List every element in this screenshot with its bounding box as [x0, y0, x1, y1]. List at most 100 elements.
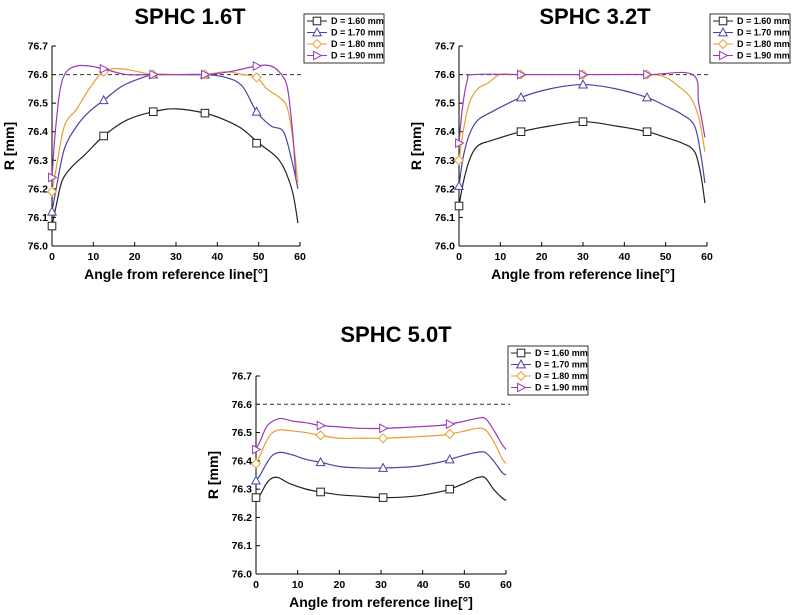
data-point-marker: [98, 94, 109, 105]
x-tick-label: 50: [253, 251, 265, 263]
data-point-marker: [251, 493, 261, 502]
data-point-marker: [454, 201, 464, 211]
y-tick-label: 76.7: [232, 371, 253, 383]
x-tick-label: 0: [253, 579, 259, 591]
y-tick-label: 76.3: [435, 155, 456, 167]
legend-marker: [311, 27, 323, 37]
series-line-3: [255, 427, 507, 465]
data-point-marker: [46, 186, 58, 197]
y-tick-label: 76.6: [435, 69, 456, 81]
x-tick-label: 20: [333, 579, 345, 591]
data-point-marker: [453, 155, 465, 166]
data-point-marker: [250, 475, 262, 485]
data-point-marker: [455, 138, 465, 149]
legend-marker: [515, 359, 527, 369]
legend: D = 1.60 mm D = 1.70 mmD = 1.80 mm D = 1.9…: [507, 345, 589, 396]
data-point-marker: [252, 138, 261, 148]
data-point-marker: [316, 420, 327, 431]
data-point-marker: [315, 430, 326, 441]
data-point-marker: [579, 69, 589, 80]
series-line-1: [458, 121, 706, 207]
legend-label: D = 1.70 mm: [331, 28, 384, 38]
x-tick-label: 0: [49, 251, 55, 263]
x-tick-label: 60: [294, 251, 306, 263]
chart-title: SPHC 5.0T: [340, 322, 452, 347]
y-tick-label: 76.2: [232, 512, 253, 524]
legend-label: D = 1.60 mm: [737, 16, 790, 26]
chart-title: SPHC 1.6T: [134, 4, 246, 29]
data-point-marker: [201, 69, 211, 80]
x-tick-label: 40: [618, 251, 630, 263]
legend-marker: [718, 16, 728, 26]
y-tick-label: 76.5: [232, 427, 253, 439]
x-tick-label: 60: [701, 251, 713, 263]
data-point-marker: [642, 127, 652, 137]
y-tick-label: 76.3: [28, 155, 49, 167]
data-point-marker: [377, 433, 389, 444]
legend-label: D = 1.90 mm: [331, 51, 384, 61]
data-point-marker: [251, 72, 262, 83]
x-axis-label: Angle from reference line[°]: [289, 594, 473, 610]
chart-panel-2: SPHC 3.2T 76.0 76.1 76.2 76.3 76.4 76.5 76.6 76.…: [408, 4, 791, 282]
x-axis-label: Angle from reference line[°]: [84, 266, 268, 282]
y-tick-label: 76.2: [435, 183, 456, 195]
legend-label: D = 1.80 mm: [535, 371, 588, 381]
y-tick-label: 76.4: [28, 126, 49, 138]
data-point-marker: [46, 206, 58, 216]
legend-marker: [313, 50, 323, 61]
data-point-marker: [99, 63, 110, 74]
x-axis-label: Angle from reference line[°]: [491, 266, 675, 282]
y-tick-label: 76.4: [435, 126, 456, 138]
y-tick-label: 76.5: [435, 98, 456, 110]
legend-label: D = 1.80 mm: [331, 39, 384, 49]
legend-marker: [719, 50, 729, 61]
data-point-marker: [99, 131, 108, 141]
data-point-marker: [252, 444, 262, 455]
y-axis-label: R [mm]: [1, 122, 17, 170]
data-point-marker: [200, 108, 210, 118]
data-point-marker: [149, 69, 159, 80]
y-tick-label: 76.3: [232, 484, 253, 496]
chart-panel-1: SPHC 1.6T 76.0 76.1 76.2 76.3 76.4 76.5 76.6 76.…: [1, 4, 385, 282]
x-tick-label: 50: [660, 251, 672, 263]
y-axis-label: R [mm]: [205, 451, 221, 499]
y-tick-label: 76.4: [232, 455, 253, 467]
chart-title: SPHC 3.2T: [539, 4, 651, 29]
data-point-marker: [316, 487, 325, 497]
y-tick-label: 76.7: [28, 41, 49, 53]
x-tick-label: 40: [211, 251, 223, 263]
chart-panel-3: SPHC 5.0T 76.0 76.1 76.2 76.3 76.4 76.5 76.6 76.…: [205, 322, 589, 610]
series-line-1: [51, 108, 299, 227]
series-line-4: [458, 71, 706, 144]
y-tick-label: 76.0: [435, 241, 456, 253]
x-tick-label: 60: [500, 579, 512, 591]
x-tick-label: 30: [577, 251, 589, 263]
legend-marker: [517, 382, 527, 393]
data-point-marker: [251, 106, 262, 116]
x-tick-label: 30: [170, 251, 182, 263]
y-tick-label: 76.6: [28, 69, 49, 81]
data-point-marker: [250, 458, 262, 469]
legend-label: D = 1.80 mm: [737, 39, 790, 49]
series-line-3: [51, 68, 299, 192]
legend-marker: [311, 38, 323, 50]
legend-marker: [717, 27, 729, 37]
data-point-marker: [315, 456, 326, 467]
x-tick-label: 10: [87, 251, 99, 263]
legend-label: D = 1.60 mm: [535, 348, 588, 358]
legend: D = 1.60 mm D = 1.70 mmD = 1.80 mm D = 1.9…: [303, 13, 385, 64]
legend-label: D = 1.90 mm: [535, 383, 588, 393]
data-point-marker: [515, 91, 527, 102]
data-point-marker: [643, 69, 653, 80]
x-tick-label: 50: [458, 579, 470, 591]
data-point-marker: [378, 462, 389, 472]
data-point-marker: [578, 117, 588, 127]
y-axis-label: R [mm]: [408, 122, 424, 170]
data-point-marker: [453, 180, 465, 190]
data-point-marker: [148, 107, 158, 117]
data-point-marker: [379, 423, 389, 434]
series-line-2: [255, 451, 507, 482]
x-tick-label: 0: [456, 251, 462, 263]
legend-label: D = 1.60 mm: [331, 16, 384, 26]
